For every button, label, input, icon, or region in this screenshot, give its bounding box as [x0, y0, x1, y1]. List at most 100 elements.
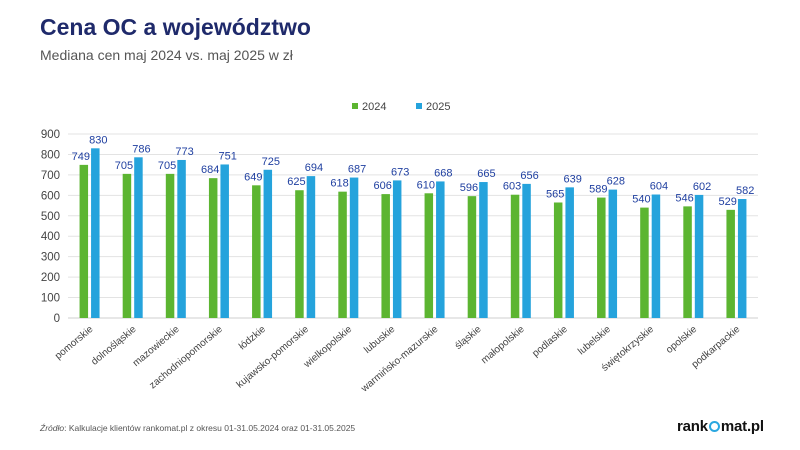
- legend-label-2024: 2024: [362, 101, 386, 113]
- bar-2025: [392, 180, 402, 318]
- bar-2024: [295, 190, 304, 318]
- y-tick-label: 100: [41, 293, 60, 305]
- bar-2025: [263, 169, 273, 318]
- x-tick-label: warmińsko-mazurskie: [359, 324, 441, 395]
- y-tick-label: 600: [41, 190, 60, 202]
- data-label-2024: 540: [632, 194, 650, 206]
- bar-2025: [651, 194, 661, 318]
- y-tick-label: 700: [41, 170, 60, 182]
- x-tick-label: kujawsko-pomorskie: [235, 324, 312, 391]
- data-label-2025: 668: [434, 167, 452, 179]
- bar-2025: [306, 176, 316, 318]
- bar-2024: [467, 196, 477, 318]
- data-label-2025: 604: [650, 181, 668, 193]
- legend: 2024 2025: [352, 101, 450, 113]
- x-tick-label: pomorskie: [53, 324, 96, 362]
- bar-2025: [177, 159, 186, 318]
- bar-2024: [640, 207, 649, 318]
- data-label-2024: 529: [719, 196, 737, 208]
- x-tick-label: lubuskie: [362, 324, 398, 356]
- source-text: : Kalkulacje klientów rankomat.pl z okre…: [64, 423, 356, 433]
- bar-2024: [165, 173, 175, 318]
- data-label-2025: 673: [391, 166, 409, 178]
- bar-2024: [597, 197, 606, 318]
- data-label-2025: 694: [305, 162, 323, 174]
- data-label-2025: 582: [736, 185, 754, 197]
- bars: [79, 148, 747, 318]
- source-label: Źródło: [40, 423, 65, 433]
- bar-2025: [134, 157, 143, 318]
- y-tick-label: 800: [41, 149, 60, 161]
- chart-title: Cena OC a województwo: [40, 14, 311, 40]
- data-label-2024: 610: [417, 179, 435, 191]
- data-label-2025: 773: [175, 146, 193, 158]
- logo-right-text: mat.pl: [720, 418, 764, 435]
- data-label-2025: 602: [693, 181, 711, 193]
- data-label-2024: 749: [72, 151, 90, 163]
- bar-2025: [522, 183, 531, 318]
- data-label-2025: 628: [607, 176, 625, 188]
- legend-label-2025: 2025: [426, 101, 450, 113]
- x-axis: pomorskiedolnośląskiemazowieckiezachodni…: [53, 324, 743, 396]
- y-axis: 0 100 200 300 400 500 600 700 800 900: [41, 129, 60, 325]
- legend-swatch-2025: [416, 103, 422, 109]
- data-label-2024: 596: [460, 182, 478, 194]
- bar-2024: [510, 194, 520, 318]
- y-tick-label: 200: [41, 272, 60, 284]
- bar-2025: [737, 199, 747, 318]
- x-tick-label: zachodniopomorskie: [148, 324, 226, 392]
- data-label-2024: 684: [201, 164, 219, 176]
- x-tick-label: łódzkie: [237, 324, 268, 353]
- chart-subtitle: Mediana cen maj 2024 vs. maj 2025 w zł: [40, 47, 293, 63]
- source-note: Źródło: Kalkulacje klientów rankomat.pl …: [40, 423, 355, 433]
- bar-2024: [338, 191, 347, 318]
- x-tick-label: śląskie: [453, 324, 484, 352]
- bar-2024: [424, 193, 434, 318]
- y-tick-label: 0: [54, 313, 60, 325]
- legend-swatch-2024: [352, 103, 358, 109]
- data-label-2024: 603: [503, 181, 521, 193]
- bar-2024: [79, 164, 89, 318]
- data-label-2024: 625: [287, 176, 305, 188]
- rankomat-logo: rank mat.pl: [677, 418, 764, 435]
- bar-2025: [479, 182, 488, 318]
- bar-2025: [565, 187, 574, 318]
- y-tick-label: 500: [41, 211, 60, 223]
- bar-2025: [694, 194, 704, 318]
- bar-2024: [122, 173, 132, 318]
- x-tick-label: podlaskie: [530, 324, 570, 360]
- y-tick-label: 300: [41, 252, 60, 264]
- data-label-2024: 705: [115, 160, 133, 172]
- x-tick-label: małopolskie: [479, 324, 527, 367]
- bar-2025: [91, 148, 100, 318]
- y-tick-label: 900: [41, 129, 60, 141]
- logo-left-text: rank: [677, 418, 708, 435]
- bar-2025: [608, 189, 618, 318]
- bar-2025: [220, 164, 229, 318]
- logo-o-icon: [708, 421, 720, 432]
- data-label-2024: 705: [158, 160, 176, 172]
- x-tick-label: lubelskie: [576, 324, 613, 358]
- data-label-2025: 751: [219, 150, 237, 162]
- data-label-2025: 687: [348, 164, 366, 176]
- bar-2025: [436, 181, 445, 318]
- data-label-2024: 618: [330, 178, 348, 190]
- data-label-2025: 665: [477, 168, 495, 180]
- data-label-2025: 725: [262, 156, 280, 168]
- bar-2024: [208, 178, 218, 318]
- bar-2024: [726, 209, 735, 318]
- data-label-2024: 606: [374, 180, 392, 192]
- data-label-2024: 649: [244, 171, 262, 183]
- data-label-2025: 639: [564, 173, 582, 185]
- x-tick-label: opolskie: [664, 324, 700, 356]
- bar-2024: [683, 206, 692, 318]
- data-labels: 7498307057867057736847516497256256946186…: [72, 134, 755, 208]
- y-tick-label: 400: [41, 231, 60, 243]
- data-label-2024: 565: [546, 188, 564, 200]
- data-label-2025: 786: [132, 143, 150, 155]
- data-label-2024: 589: [589, 184, 607, 196]
- data-label-2025: 830: [89, 134, 107, 146]
- bar-2024: [553, 202, 563, 318]
- bar-2024: [252, 185, 261, 318]
